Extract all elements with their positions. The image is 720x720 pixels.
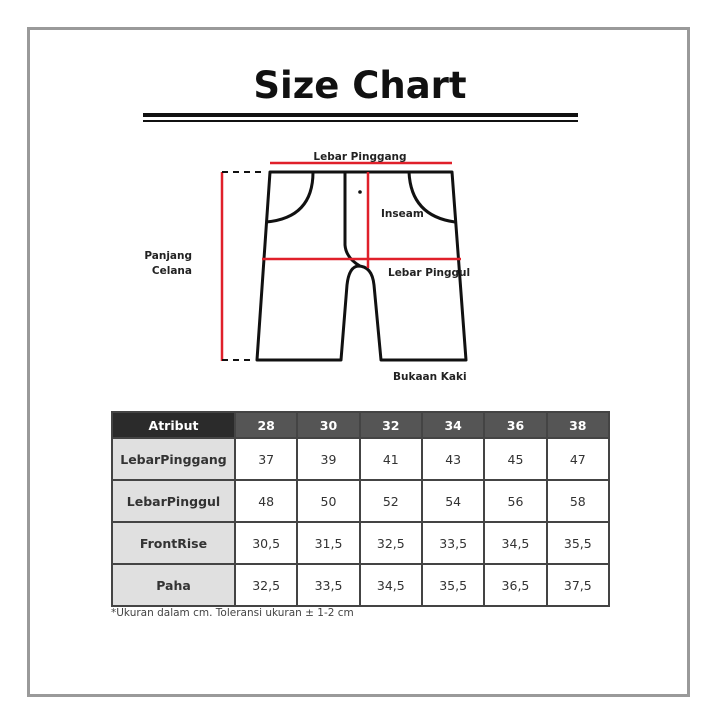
cell: 58: [545, 479, 611, 523]
cell: 56: [483, 479, 548, 523]
header-cell: 36: [483, 411, 548, 439]
cell: 54: [420, 479, 486, 523]
table-header: Atribut 28 30 32 34 36 38: [111, 411, 611, 439]
header-cell: 28: [233, 411, 299, 439]
page-frame: [27, 27, 690, 697]
cell: 32,5: [358, 521, 423, 565]
cell: 43: [420, 437, 486, 481]
table-row: FrontRise 30,5 31,5 32,5 33,5 34,5 35,5: [111, 521, 611, 565]
page-title: Size Chart: [253, 64, 467, 107]
title-divider: [143, 113, 578, 117]
cell: 52: [358, 479, 423, 523]
cell: 32,5: [233, 563, 299, 607]
cell: 35,5: [545, 521, 611, 565]
cell: 31,5: [296, 521, 361, 565]
cell: 33,5: [296, 563, 361, 607]
size-table: Atribut 28 30 32 34 36 38 LebarPinggang …: [111, 411, 611, 607]
tolerance-note: *Ukuran dalam cm. Toleransi ukuran ± 1-2…: [111, 607, 354, 619]
label-length-2: Celana: [152, 265, 192, 277]
title-divider-thin: [143, 120, 578, 122]
cell: 41: [358, 437, 423, 481]
table-row: LebarPinggul 48 50 52 54 56 58: [111, 479, 611, 523]
measure-lines: [220, 161, 461, 361]
row-label: Paha: [111, 563, 236, 607]
cell: 35,5: [420, 563, 486, 607]
header-cell: 32: [358, 411, 423, 439]
length-dashes: [222, 171, 266, 361]
table-row: LebarPinggang 37 39 41 43 45 47: [111, 437, 611, 481]
cell: 39: [296, 437, 361, 481]
cell: 30,5: [233, 521, 299, 565]
cell: 34,5: [483, 521, 548, 565]
cell: 50: [296, 479, 361, 523]
cell: 45: [483, 437, 548, 481]
table-row: Paha 32,5 33,5 34,5 35,5 36,5 37,5: [111, 563, 611, 607]
label-waist: Lebar Pinggang: [313, 151, 406, 163]
cell: 48: [233, 479, 299, 523]
cell: 33,5: [420, 521, 486, 565]
label-leg-opening: Bukaan Kaki: [393, 371, 467, 383]
header-cell: 30: [296, 411, 361, 439]
cell: 36,5: [483, 563, 548, 607]
label-inseam: Inseam: [381, 208, 424, 220]
cell: 37,5: [545, 563, 611, 607]
button-dot: [358, 190, 362, 194]
label-length-1: Panjang: [144, 250, 192, 262]
header-cell: 34: [420, 411, 486, 439]
row-label: FrontRise: [111, 521, 236, 565]
header-cell: Atribut: [111, 411, 236, 439]
row-label: LebarPinggang: [111, 437, 236, 481]
cell: 34,5: [358, 563, 423, 607]
header-cell: 38: [545, 411, 611, 439]
cell: 37: [233, 437, 299, 481]
shorts-outline: [255, 170, 468, 362]
cell: 47: [545, 437, 611, 481]
row-label: LebarPinggul: [111, 479, 236, 523]
label-hip: Lebar Pinggul: [388, 267, 470, 279]
